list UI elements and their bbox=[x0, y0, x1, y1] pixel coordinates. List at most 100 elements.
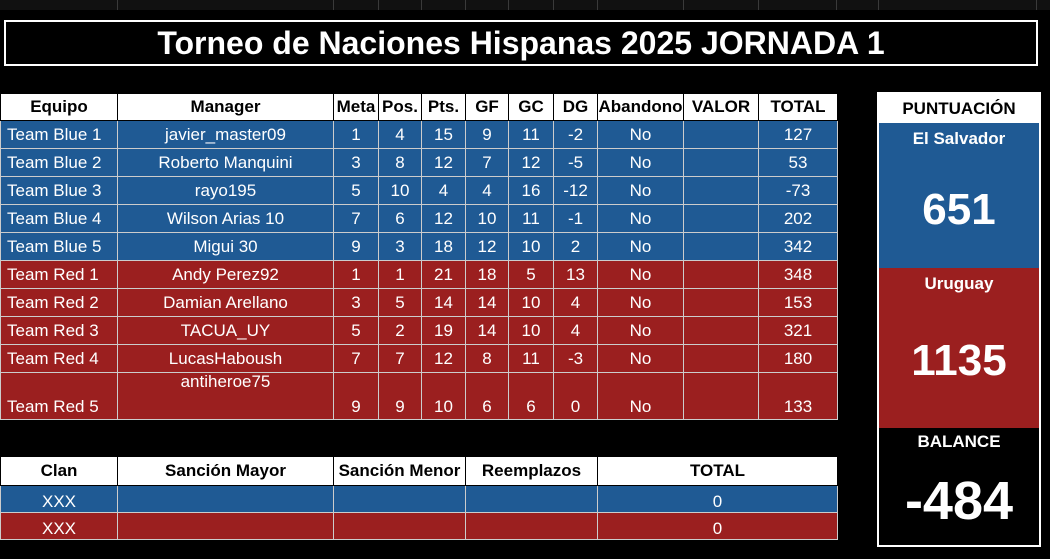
gc-cell[interactable]: 16 bbox=[508, 176, 554, 205]
manager-cell[interactable]: LucasHaboush bbox=[117, 344, 334, 373]
team-cell[interactable]: Team Blue 2 bbox=[0, 148, 118, 177]
total-cell[interactable]: 53 bbox=[758, 148, 838, 177]
meta-cell[interactable]: 5 bbox=[333, 176, 379, 205]
penalty-total-cell[interactable]: 0 bbox=[597, 512, 838, 540]
team-cell[interactable]: Team Blue 5 bbox=[0, 232, 118, 261]
pos-cell[interactable]: 6 bbox=[378, 204, 422, 233]
col-header-sancion-menor[interactable]: Sanción Menor bbox=[333, 456, 466, 486]
valor-cell[interactable] bbox=[683, 316, 759, 345]
sancion-menor-cell[interactable] bbox=[333, 512, 466, 540]
gf-cell[interactable]: 18 bbox=[465, 260, 509, 289]
pts-cell[interactable]: 12 bbox=[421, 204, 466, 233]
team-cell[interactable]: Team Blue 1 bbox=[0, 120, 118, 149]
pts-cell[interactable]: 10 bbox=[421, 372, 466, 420]
pos-cell[interactable]: 7 bbox=[378, 344, 422, 373]
col-header-clan[interactable]: Clan bbox=[0, 456, 118, 486]
col-header-meta[interactable]: Meta bbox=[333, 93, 379, 121]
total-cell[interactable]: 321 bbox=[758, 316, 838, 345]
dg-cell[interactable]: -1 bbox=[553, 204, 598, 233]
col-header-total[interactable]: TOTAL bbox=[758, 93, 838, 121]
total-cell[interactable]: 127 bbox=[758, 120, 838, 149]
valor-cell[interactable] bbox=[683, 372, 759, 420]
meta-cell[interactable]: 7 bbox=[333, 344, 379, 373]
gc-cell[interactable]: 12 bbox=[508, 148, 554, 177]
gc-cell[interactable]: 10 bbox=[508, 316, 554, 345]
col-header-sancion-mayor[interactable]: Sanción Mayor bbox=[117, 456, 334, 486]
gc-cell[interactable]: 11 bbox=[508, 120, 554, 149]
gc-cell[interactable]: 10 bbox=[508, 232, 554, 261]
pos-cell[interactable]: 8 bbox=[378, 148, 422, 177]
valor-cell[interactable] bbox=[683, 232, 759, 261]
team-cell[interactable]: Team Blue 3 bbox=[0, 176, 118, 205]
meta-cell[interactable]: 5 bbox=[333, 316, 379, 345]
meta-cell[interactable]: 9 bbox=[333, 232, 379, 261]
gf-cell[interactable]: 4 bbox=[465, 176, 509, 205]
pts-cell[interactable]: 19 bbox=[421, 316, 466, 345]
pos-cell[interactable]: 10 bbox=[378, 176, 422, 205]
penalty-total-cell[interactable]: 0 bbox=[597, 485, 838, 513]
valor-cell[interactable] bbox=[683, 288, 759, 317]
sancion-mayor-cell[interactable] bbox=[117, 485, 334, 513]
manager-cell[interactable]: Wilson Arias 10 bbox=[117, 204, 334, 233]
sancion-mayor-cell[interactable] bbox=[117, 512, 334, 540]
pts-cell[interactable]: 4 bbox=[421, 176, 466, 205]
pos-cell[interactable]: 1 bbox=[378, 260, 422, 289]
meta-cell[interactable]: 1 bbox=[333, 260, 379, 289]
valor-cell[interactable] bbox=[683, 120, 759, 149]
pos-cell[interactable]: 3 bbox=[378, 232, 422, 261]
abandono-cell[interactable]: No bbox=[597, 148, 684, 177]
pts-cell[interactable]: 12 bbox=[421, 344, 466, 373]
dg-cell[interactable]: 2 bbox=[553, 232, 598, 261]
gf-cell[interactable]: 6 bbox=[465, 372, 509, 420]
dg-cell[interactable]: -2 bbox=[553, 120, 598, 149]
total-cell[interactable]: 348 bbox=[758, 260, 838, 289]
pos-cell[interactable]: 4 bbox=[378, 120, 422, 149]
dg-cell[interactable]: 13 bbox=[553, 260, 598, 289]
reemplazos-cell[interactable] bbox=[465, 512, 598, 540]
col-header-equipo[interactable]: Equipo bbox=[0, 93, 118, 121]
clan-cell[interactable]: XXX bbox=[0, 485, 118, 513]
meta-cell[interactable]: 3 bbox=[333, 288, 379, 317]
meta-cell[interactable]: 7 bbox=[333, 204, 379, 233]
manager-cell[interactable]: Migui 30 bbox=[117, 232, 334, 261]
gc-cell[interactable]: 10 bbox=[508, 288, 554, 317]
manager-cell[interactable]: Andy Perez92 bbox=[117, 260, 334, 289]
dg-cell[interactable]: 4 bbox=[553, 316, 598, 345]
dg-cell[interactable]: 4 bbox=[553, 288, 598, 317]
pos-cell[interactable]: 5 bbox=[378, 288, 422, 317]
pts-cell[interactable]: 14 bbox=[421, 288, 466, 317]
meta-cell[interactable]: 1 bbox=[333, 120, 379, 149]
total-cell[interactable]: 342 bbox=[758, 232, 838, 261]
abandono-cell[interactable]: No bbox=[597, 204, 684, 233]
pos-cell[interactable]: 2 bbox=[378, 316, 422, 345]
clan-cell[interactable]: XXX bbox=[0, 512, 118, 540]
total-cell[interactable]: 202 bbox=[758, 204, 838, 233]
col-header-manager[interactable]: Manager bbox=[117, 93, 334, 121]
team-cell[interactable]: Team Blue 4 bbox=[0, 204, 118, 233]
gc-cell[interactable]: 6 bbox=[508, 372, 554, 420]
abandono-cell[interactable]: No bbox=[597, 260, 684, 289]
col-header-reemplazos[interactable]: Reemplazos bbox=[465, 456, 598, 486]
manager-cell[interactable]: rayo195 bbox=[117, 176, 334, 205]
meta-cell[interactable]: 3 bbox=[333, 148, 379, 177]
manager-cell[interactable]: TACUA_UY bbox=[117, 316, 334, 345]
reemplazos-cell[interactable] bbox=[465, 485, 598, 513]
valor-cell[interactable] bbox=[683, 148, 759, 177]
abandono-cell[interactable]: No bbox=[597, 120, 684, 149]
col-header-gc[interactable]: GC bbox=[508, 93, 554, 121]
valor-cell[interactable] bbox=[683, 204, 759, 233]
pos-cell[interactable]: 9 bbox=[378, 372, 422, 420]
valor-cell[interactable] bbox=[683, 260, 759, 289]
col-header-dg[interactable]: DG bbox=[553, 93, 598, 121]
abandono-cell[interactable]: No bbox=[597, 316, 684, 345]
abandono-cell[interactable]: No bbox=[597, 344, 684, 373]
gf-cell[interactable]: 10 bbox=[465, 204, 509, 233]
total-cell[interactable]: 180 bbox=[758, 344, 838, 373]
gf-cell[interactable]: 14 bbox=[465, 316, 509, 345]
valor-cell[interactable] bbox=[683, 344, 759, 373]
gf-cell[interactable]: 12 bbox=[465, 232, 509, 261]
dg-cell[interactable]: 0 bbox=[553, 372, 598, 420]
manager-cell[interactable]: antiheroe75 bbox=[117, 372, 334, 420]
total-cell[interactable]: 133 bbox=[758, 372, 838, 420]
sancion-menor-cell[interactable] bbox=[333, 485, 466, 513]
